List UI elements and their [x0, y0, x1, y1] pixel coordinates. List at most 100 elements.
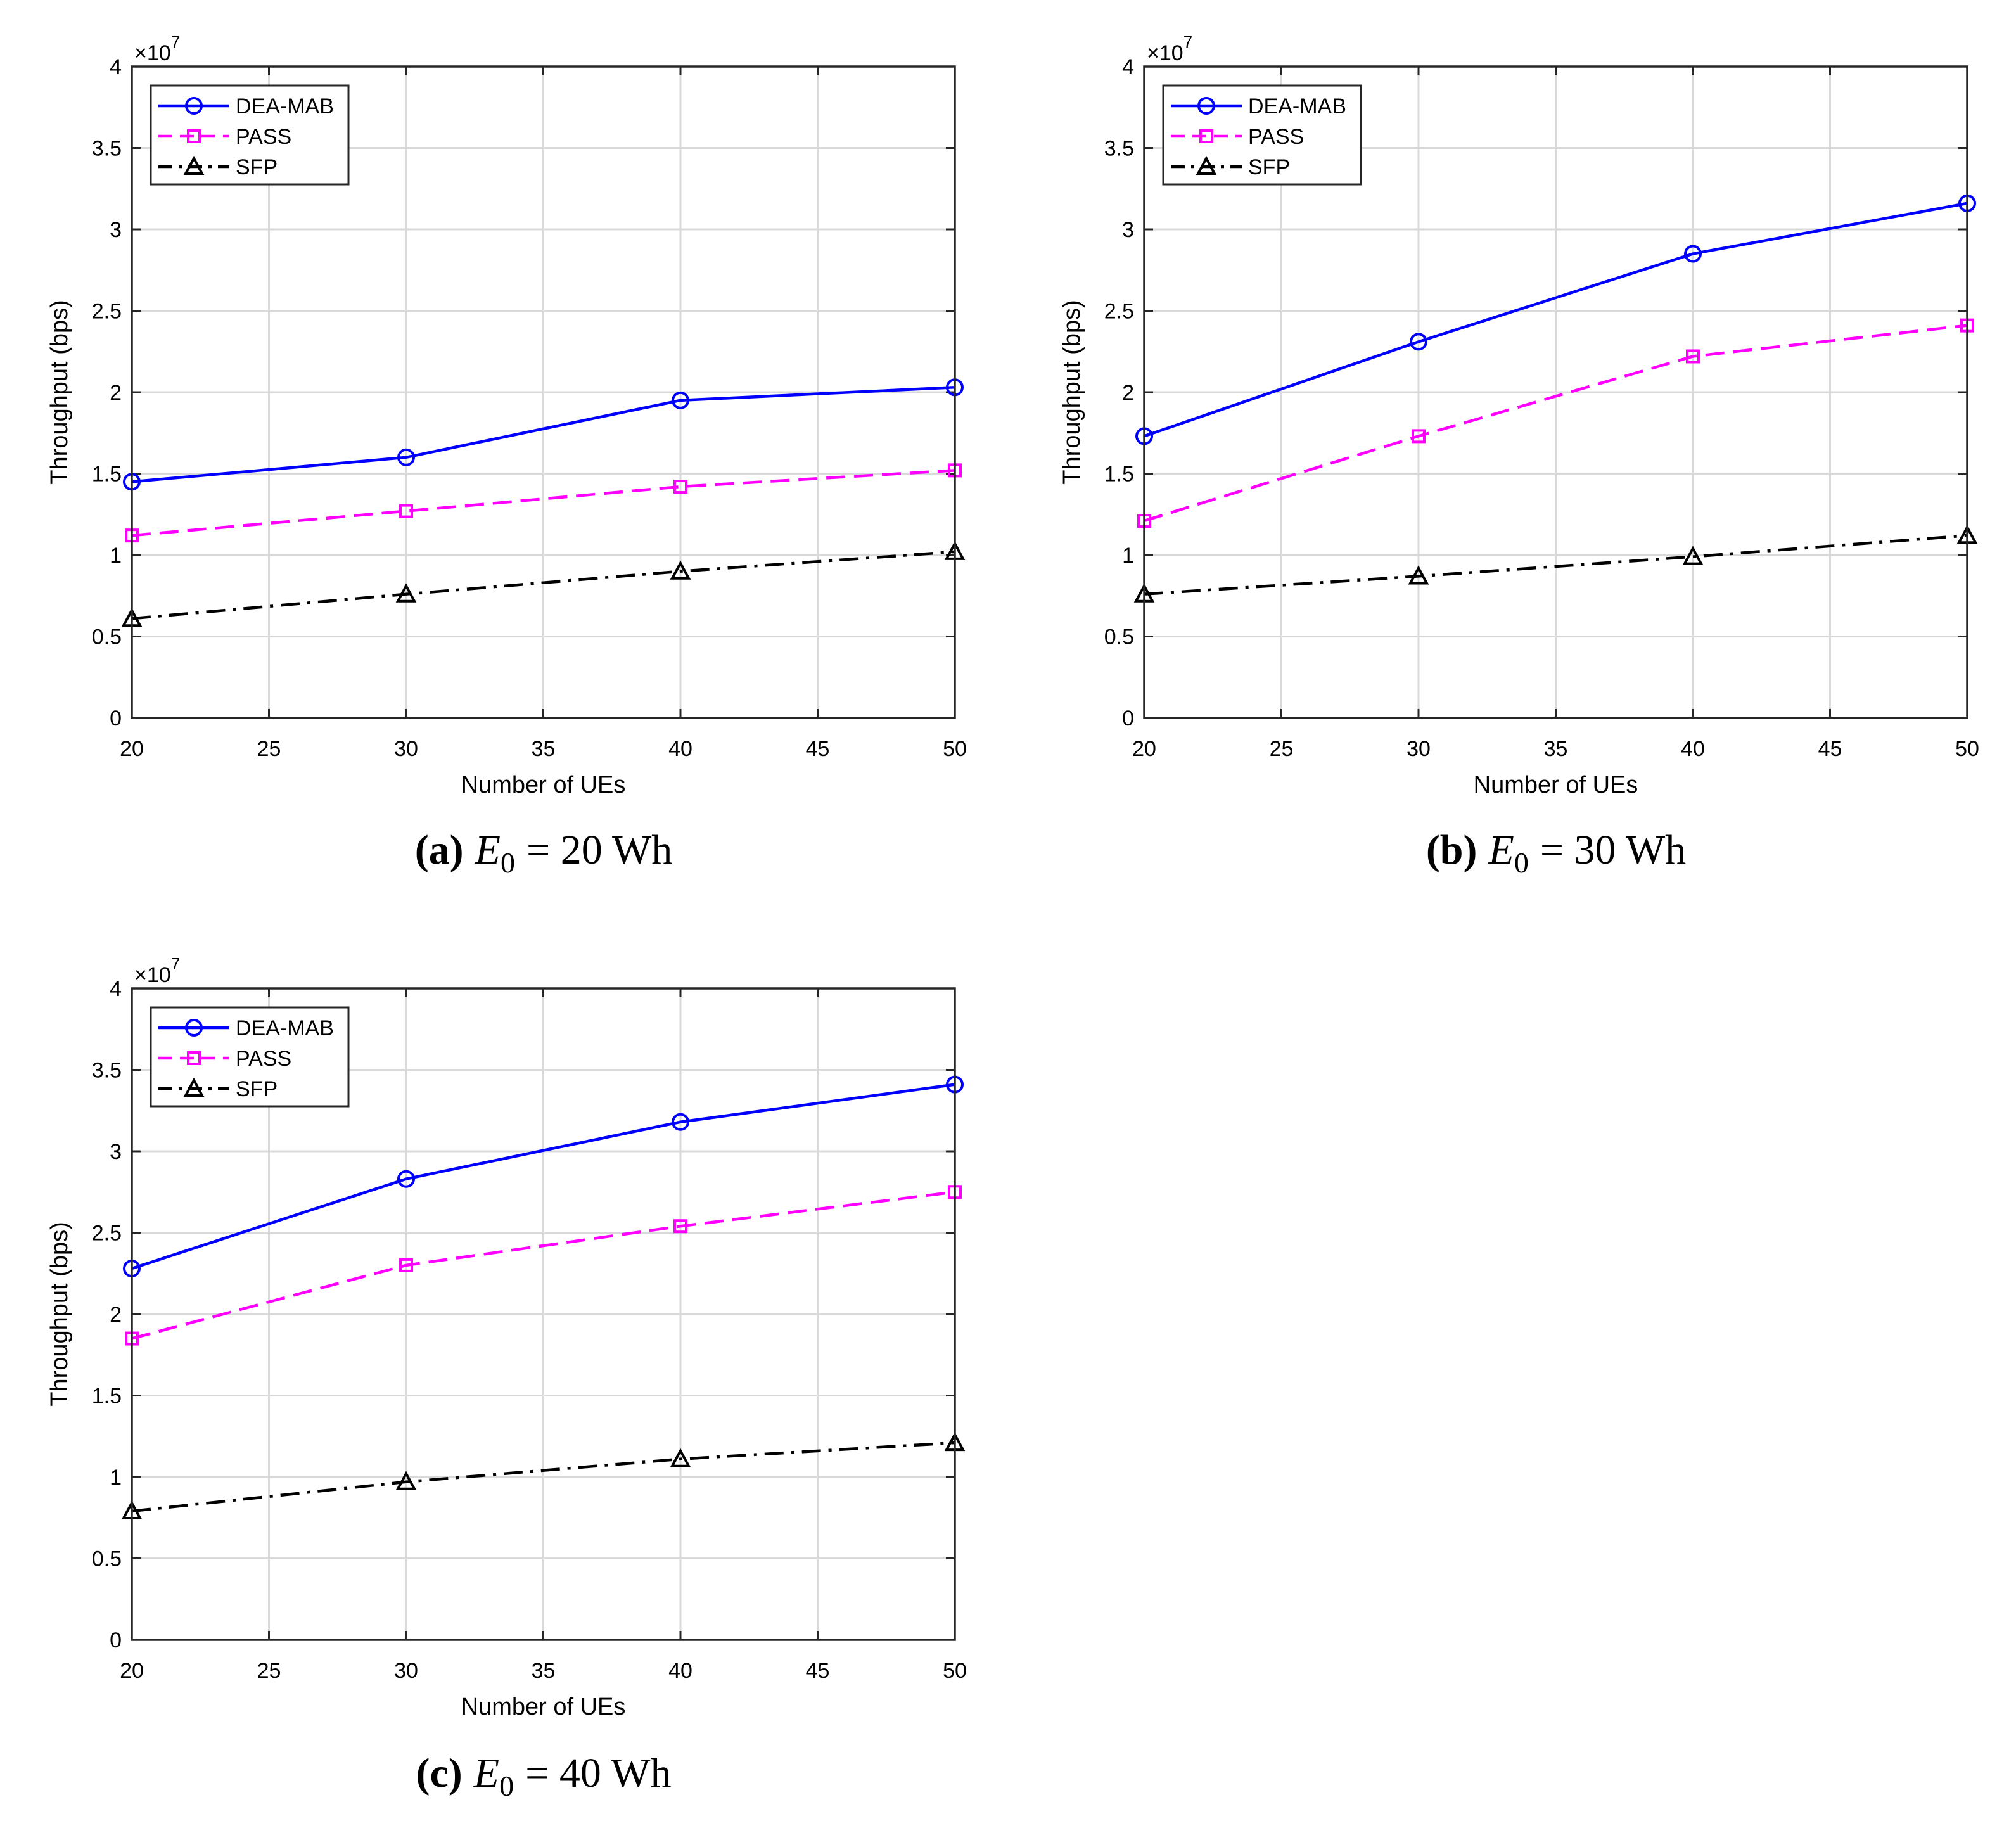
data-point: [1410, 333, 1427, 351]
chart-panel-c: 20 25 30 35 40 45 50 0 0.5 1 1.5 2 2.5 3 3.5 4 ×107 DEA-M…: [46, 954, 967, 1802]
data-point: [397, 448, 415, 466]
exponent-power: 7: [171, 32, 180, 51]
legend-marker: [185, 1019, 203, 1037]
exponent-base: ×10: [134, 41, 171, 65]
data-point: [399, 1258, 413, 1272]
chart-panel-b: 20 25 30 35 40 45 50 0 0.5 1 1.5 2 2.5 3 3.5 4 ×107 DEA-M…: [1059, 32, 1979, 879]
y-tick-label: 1: [1122, 544, 1134, 568]
data-point: [1686, 349, 1700, 364]
x-tick-label: 30: [394, 1659, 418, 1683]
caption-symbol: E: [475, 827, 501, 873]
x-tick-label: 20: [1132, 737, 1156, 761]
x-axis-label: Number of UEs: [461, 772, 626, 798]
data-point: [1412, 429, 1426, 444]
axes-frame: [131, 65, 956, 719]
y-tick-label: 4: [110, 977, 122, 1001]
data-point: [395, 1471, 417, 1490]
y-tick-label: 2: [110, 1303, 122, 1327]
y-exponent-label: ×107: [1147, 32, 1192, 65]
y-tick-label: 3: [1122, 218, 1134, 242]
legend-marker: [185, 97, 203, 115]
caption-symbol: E: [473, 1750, 499, 1796]
x-tick-label: 45: [806, 737, 830, 761]
chart-panel-a: 20 25 30 35 40 45 50 0 0.5 1 1.5 2 2.5 3 3.5 4 ×107 DEA-M…: [46, 32, 967, 879]
axes-frame: [1143, 65, 1968, 719]
x-tick-label: 30: [394, 737, 418, 761]
legend-label: DEA-MAB: [1248, 94, 1346, 118]
caption-label: (b): [1426, 827, 1477, 873]
x-tick-label: 30: [1407, 737, 1431, 761]
legend-marker: [1196, 155, 1217, 176]
data-point: [673, 1219, 687, 1234]
x-tick-label: 50: [943, 1659, 967, 1683]
x-tick-label: 25: [257, 737, 281, 761]
caption-symbol: E: [1488, 827, 1514, 873]
caption-subscript: 0: [1514, 847, 1529, 879]
data-point: [670, 1448, 691, 1467]
x-axis-label: Number of UEs: [461, 1694, 626, 1720]
x-tick-label: 35: [532, 737, 556, 761]
series-line: [1144, 534, 1968, 596]
series-line: [131, 550, 955, 620]
y-axis-label: Throughput (bps): [46, 1222, 73, 1407]
y-tick-label: 3.5: [1104, 137, 1134, 161]
x-tick-label: 50: [1955, 737, 1979, 761]
data-point: [672, 391, 689, 409]
y-tick-label: 2: [110, 381, 122, 405]
legend: DEA-MAB PASS SFP: [150, 84, 350, 186]
legend-label: SFP: [236, 1077, 278, 1101]
caption-value: = 30 Wh: [1540, 827, 1686, 873]
legend-label: PASS: [236, 125, 291, 149]
series-line: [1144, 324, 1968, 523]
legend-marker: [187, 129, 201, 143]
series-dea-mab: [1135, 194, 1976, 445]
series-line: [131, 1441, 955, 1513]
exponent-power: 7: [171, 954, 180, 973]
x-tick-label: 40: [668, 1659, 692, 1683]
y-tick-label: 0.5: [1104, 625, 1134, 649]
data-point: [1682, 546, 1704, 565]
series-line: [131, 386, 955, 483]
legend-label: SFP: [1248, 155, 1290, 179]
x-tick-label: 20: [120, 1659, 144, 1683]
y-tick-label: 0.5: [92, 625, 122, 649]
legend-label: PASS: [236, 1047, 291, 1071]
caption-label: (a): [415, 827, 464, 873]
y-tick-label: 0: [110, 706, 122, 731]
legend-label: DEA-MAB: [236, 1016, 334, 1040]
y-tick-label: 2.5: [1104, 300, 1134, 324]
x-tick-label: 50: [943, 737, 967, 761]
data-point: [670, 560, 691, 580]
axes-frame: [131, 987, 956, 1641]
legend-label: SFP: [236, 155, 278, 179]
series-dea-mab: [123, 378, 964, 491]
x-tick-label: 40: [1681, 737, 1705, 761]
y-exponent-label: ×107: [134, 954, 180, 987]
series-line: [131, 1191, 955, 1340]
y-exponent-label: ×107: [134, 32, 180, 65]
y-tick-label: 2.5: [92, 1222, 122, 1246]
y-tick-label: 1.5: [92, 463, 122, 487]
y-tick-label: 0: [110, 1628, 122, 1652]
y-tick-label: 1.5: [92, 1384, 122, 1409]
figure-caption: (a) E0 = 20 Wh: [415, 827, 673, 879]
legend: DEA-MAB PASS SFP: [1162, 84, 1362, 186]
figure-caption: (c) E0 = 40 Wh: [416, 1750, 672, 1802]
x-tick-label: 45: [1818, 737, 1842, 761]
legend-marker: [187, 1051, 201, 1065]
y-tick-label: 1.5: [1104, 463, 1134, 487]
caption-label: (c): [416, 1750, 463, 1796]
y-axis-label: Throughput (bps): [46, 300, 73, 485]
y-tick-label: 0.5: [92, 1547, 122, 1571]
legend-label: PASS: [1248, 125, 1304, 149]
x-tick-label: 40: [668, 737, 692, 761]
y-tick-label: 1: [110, 544, 122, 568]
x-tick-label: 25: [1270, 737, 1294, 761]
x-axis-label: Number of UEs: [1474, 772, 1638, 798]
data-point: [1408, 565, 1429, 585]
y-tick-label: 3.5: [92, 137, 122, 161]
series-line: [1144, 201, 1968, 438]
exponent-base: ×10: [1147, 41, 1183, 65]
caption-subscript: 0: [501, 847, 515, 879]
